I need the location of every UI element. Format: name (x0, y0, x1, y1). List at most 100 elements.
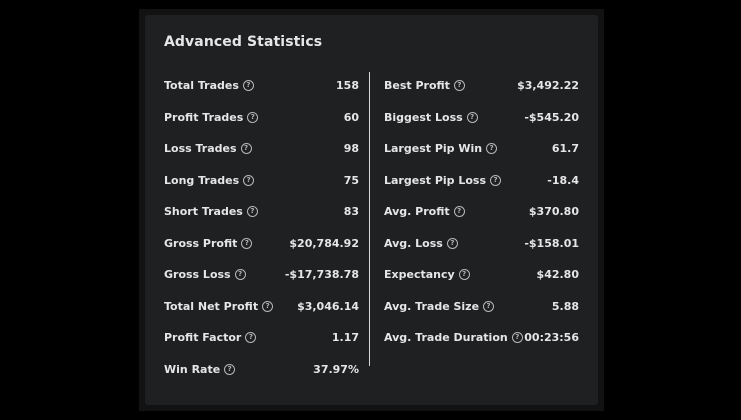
stat-value: 1.17 (331, 331, 359, 345)
stat-label-group: Gross Profit ? (164, 236, 253, 250)
help-icon[interactable]: ? (453, 80, 465, 92)
stat-label-group: Profit Trades ? (164, 110, 259, 124)
stat-label: Long Trades (164, 173, 240, 187)
help-icon[interactable]: ? (483, 300, 495, 312)
stat-value: 00:23:56 (524, 331, 579, 345)
stat-value: 98 (343, 142, 359, 156)
stat-row: Gross Loss ? -$17,738.78 (164, 259, 359, 291)
help-icon[interactable]: ? (247, 111, 259, 123)
stat-value: $3,046.14 (297, 299, 359, 313)
stat-value: -$545.20 (524, 110, 579, 124)
stat-label-group: Win Rate ? (164, 362, 236, 376)
help-icon[interactable]: ? (466, 111, 478, 123)
help-icon[interactable]: ? (458, 269, 470, 281)
help-icon[interactable]: ? (490, 174, 502, 186)
help-icon[interactable]: ? (234, 269, 246, 281)
help-icon[interactable]: ? (243, 174, 255, 186)
help-icon[interactable]: ? (224, 363, 236, 375)
stat-label: Profit Trades (164, 110, 244, 124)
stat-row: Profit Trades ? 60 (164, 102, 359, 134)
stat-label: Avg. Trade Size (384, 299, 480, 313)
help-icon[interactable]: ? (241, 237, 253, 249)
stat-label-group: Profit Factor ? (164, 331, 257, 345)
stat-label-group: Total Net Profit ? (164, 299, 274, 313)
stat-row: Profit Factor ? 1.17 (164, 322, 359, 354)
stat-row: Loss Trades ? 98 (164, 133, 359, 165)
stat-label: Profit Factor (164, 331, 242, 345)
stat-label: Avg. Trade Duration (384, 331, 508, 345)
help-icon[interactable]: ? (511, 332, 523, 344)
stat-label-group: Biggest Loss ? (384, 111, 478, 124)
stat-label: Largest Pip Win (384, 142, 483, 156)
column-divider (369, 72, 370, 366)
stat-value: $20,784.92 (289, 236, 359, 250)
stat-row: Avg. Trade Duration ? 00:23:56 (384, 322, 579, 354)
stat-row: Avg. Profit ? $370.80 (384, 196, 579, 228)
card-title: Advanced Statistics (164, 34, 323, 50)
stat-value: 158 (336, 79, 359, 93)
stat-value: $370.80 (528, 205, 579, 219)
stat-label: Biggest Loss (384, 110, 463, 124)
stat-label: Expectancy (384, 268, 455, 282)
stat-label: Largest Pip Loss (384, 173, 487, 187)
stat-value: $3,492.22 (517, 79, 579, 93)
stat-value: 83 (343, 205, 359, 219)
advanced-statistics-card: Advanced Statistics Total Trades ? 158 P… (145, 15, 598, 405)
stat-value: 61.7 (551, 142, 579, 156)
stat-row: Avg. Trade Size ? 5.88 (384, 291, 579, 323)
stat-value: 60 (343, 110, 359, 124)
stat-label-group: Gross Loss ? (164, 268, 246, 281)
help-icon[interactable]: ? (245, 332, 257, 344)
stat-label-group: Avg. Profit ? (384, 205, 465, 218)
stat-label-group: Avg. Loss ? (384, 237, 458, 250)
stats-column-right: Best Profit ? $3,492.22 Biggest Loss ? -… (384, 70, 579, 354)
stat-label-group: Short Trades ? (164, 205, 258, 218)
stat-row: Biggest Loss ? -$545.20 (384, 102, 579, 134)
stat-row: Largest Pip Loss ? -18.4 (384, 165, 579, 197)
stat-label-group: Expectancy ? (384, 268, 470, 281)
stat-label-group: Best Profit ? (384, 79, 465, 92)
stat-row: Avg. Loss ? -$158.01 (384, 228, 579, 260)
stat-row: Win Rate ? 37.97% (164, 354, 359, 386)
stat-row: Expectancy ? $42.80 (384, 259, 579, 291)
stat-label-group: Largest Pip Loss ? (384, 173, 502, 187)
stat-row: Gross Profit ? $20,784.92 (164, 228, 359, 260)
stat-value: 37.97% (313, 362, 359, 376)
stat-row: Total Trades ? 158 (164, 70, 359, 102)
stat-label: Best Profit (384, 79, 450, 93)
stat-label-group: Loss Trades ? (164, 142, 252, 155)
stats-column-left: Total Trades ? 158 Profit Trades ? 60 Lo… (164, 70, 359, 385)
stat-value: -18.4 (547, 173, 579, 187)
stat-value: -$158.01 (524, 236, 579, 250)
stat-label: Total Trades (164, 79, 239, 93)
stat-row: Total Net Profit ? $3,046.14 (164, 291, 359, 323)
help-icon[interactable]: ? (486, 143, 498, 155)
stat-label: Win Rate (164, 362, 221, 376)
stat-label-group: Total Trades ? (164, 79, 254, 92)
stat-value: -$17,738.78 (284, 268, 359, 282)
help-icon[interactable]: ? (262, 300, 274, 312)
stat-label-group: Long Trades ? (164, 173, 255, 187)
help-icon[interactable]: ? (453, 206, 465, 218)
stat-label-group: Avg. Trade Duration ? (384, 331, 523, 344)
stat-label: Avg. Loss (384, 236, 443, 250)
help-icon[interactable]: ? (242, 80, 254, 92)
help-icon[interactable]: ? (246, 206, 258, 218)
help-icon[interactable]: ? (240, 143, 252, 155)
stat-label: Short Trades (164, 205, 243, 219)
stat-label: Gross Loss (164, 268, 231, 282)
stat-label: Loss Trades (164, 142, 237, 156)
stat-label: Gross Profit (164, 236, 238, 250)
stat-label: Total Net Profit (164, 299, 259, 313)
stat-label-group: Avg. Trade Size ? (384, 299, 495, 313)
stat-row: Long Trades ? 75 (164, 165, 359, 197)
stat-value: 75 (343, 173, 359, 187)
stat-row: Largest Pip Win ? 61.7 (384, 133, 579, 165)
stat-value: $42.80 (536, 268, 579, 282)
stat-value: 5.88 (551, 299, 579, 313)
stat-label-group: Largest Pip Win ? (384, 142, 498, 156)
help-icon[interactable]: ? (446, 237, 458, 249)
stat-row: Short Trades ? 83 (164, 196, 359, 228)
stat-label: Avg. Profit (384, 205, 450, 219)
stat-row: Best Profit ? $3,492.22 (384, 70, 579, 102)
